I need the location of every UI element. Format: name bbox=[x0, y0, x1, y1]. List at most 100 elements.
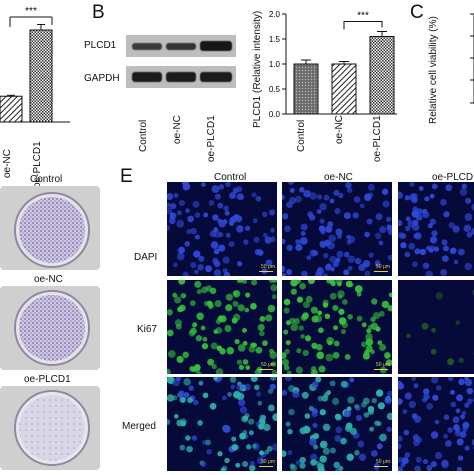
cell-nucleus bbox=[313, 423, 318, 428]
panel-b-ytick-label: 1.5 bbox=[269, 35, 281, 44]
cell-nucleus bbox=[457, 467, 462, 471]
cell-nucleus bbox=[194, 270, 199, 275]
cell-nucleus bbox=[341, 329, 346, 334]
cell-nucleus bbox=[190, 328, 197, 335]
cell-nucleus bbox=[302, 312, 309, 319]
cell-nucleus bbox=[323, 253, 328, 258]
cell-nucleus bbox=[323, 448, 330, 455]
cell-nucleus bbox=[313, 444, 318, 449]
cell-nucleus bbox=[219, 220, 226, 227]
cell-nucleus bbox=[287, 371, 292, 374]
cell-nucleus bbox=[378, 241, 383, 246]
cell-nucleus bbox=[223, 205, 229, 211]
cell-nucleus bbox=[236, 193, 243, 200]
cell-nucleus bbox=[320, 409, 326, 415]
cell-nucleus bbox=[432, 183, 438, 189]
cell-nucleus bbox=[296, 348, 301, 353]
cell-nucleus bbox=[364, 412, 369, 417]
cell-nucleus bbox=[368, 184, 375, 191]
cell-nucleus bbox=[265, 314, 272, 321]
cell-nucleus bbox=[424, 196, 429, 201]
cell-nucleus bbox=[347, 406, 352, 411]
cell-nucleus bbox=[436, 292, 443, 299]
cell-nucleus bbox=[217, 203, 223, 209]
cell-nucleus bbox=[177, 210, 182, 215]
cell-nucleus bbox=[363, 260, 370, 267]
cell-nucleus bbox=[319, 455, 326, 462]
cell-nucleus bbox=[354, 196, 361, 203]
cell-nucleus bbox=[175, 319, 182, 326]
panel-b-ytick-label: 0.5 bbox=[269, 85, 281, 94]
cell-nucleus bbox=[387, 391, 392, 397]
cell-nucleus bbox=[366, 345, 373, 352]
cell-nucleus bbox=[317, 267, 324, 274]
cell-nucleus bbox=[224, 458, 229, 463]
cell-nucleus bbox=[251, 377, 258, 382]
cell-nucleus bbox=[282, 213, 288, 219]
cell-nucleus bbox=[230, 377, 237, 383]
cell-nucleus bbox=[210, 403, 217, 410]
cell-nucleus bbox=[284, 349, 290, 355]
cell-nucleus bbox=[335, 229, 342, 236]
cell-nucleus bbox=[179, 305, 186, 312]
cell-nucleus bbox=[174, 296, 181, 303]
cell-nucleus bbox=[201, 182, 206, 187]
cell-nucleus bbox=[203, 337, 208, 342]
scale-bar bbox=[259, 466, 273, 467]
cell-nucleus bbox=[348, 266, 353, 271]
cell-nucleus bbox=[388, 255, 392, 261]
cell-nucleus bbox=[186, 446, 193, 453]
cell-nucleus bbox=[338, 295, 343, 300]
cell-nucleus bbox=[223, 425, 231, 433]
cell-nucleus bbox=[295, 244, 302, 251]
cell-nucleus bbox=[355, 285, 363, 293]
cell-nucleus bbox=[382, 200, 389, 207]
cell-nucleus bbox=[405, 195, 410, 200]
cell-nucleus bbox=[244, 413, 249, 418]
cell-nucleus bbox=[290, 280, 298, 287]
cell-nucleus bbox=[233, 291, 238, 296]
cell-nucleus bbox=[255, 347, 262, 354]
cell-nucleus bbox=[223, 268, 228, 273]
cell-nucleus bbox=[192, 323, 197, 328]
cell-nucleus bbox=[288, 385, 295, 392]
panel-b-bar-oe-plcd1 bbox=[370, 37, 394, 115]
cell-nucleus bbox=[236, 383, 244, 391]
cell-nucleus bbox=[458, 358, 464, 364]
cell-nucleus bbox=[255, 196, 261, 202]
cell-nucleus bbox=[458, 455, 463, 460]
scale-bar-label: 50 μm bbox=[376, 459, 390, 465]
cell-nucleus bbox=[339, 317, 347, 325]
cell-nucleus bbox=[212, 185, 220, 193]
cell-nucleus bbox=[172, 379, 179, 386]
panel-c-ylabel: Relative cell viability (%) bbox=[428, 16, 439, 124]
cell-nucleus bbox=[301, 231, 306, 236]
cell-nucleus bbox=[460, 431, 467, 438]
cell-nucleus bbox=[346, 454, 353, 461]
band-gapdh-oe-plcd1 bbox=[200, 72, 232, 82]
cell-nucleus bbox=[215, 194, 221, 200]
cell-nucleus bbox=[318, 396, 324, 402]
cell-nucleus bbox=[167, 394, 174, 402]
cell-nucleus bbox=[423, 393, 429, 399]
cell-nucleus bbox=[401, 462, 406, 467]
cell-nucleus bbox=[467, 398, 473, 404]
cell-nucleus bbox=[229, 192, 236, 199]
cell-nucleus bbox=[258, 401, 263, 406]
cell-nucleus bbox=[310, 250, 317, 257]
lane-label-oe-plcd1: oe-PLCD1 bbox=[206, 115, 217, 162]
cell-nucleus bbox=[256, 391, 261, 396]
cell-nucleus bbox=[202, 343, 208, 349]
scale-bar bbox=[374, 466, 388, 467]
cell-nucleus bbox=[262, 340, 268, 346]
cell-nucleus bbox=[323, 195, 329, 201]
cell-nucleus bbox=[283, 330, 288, 335]
cell-nucleus bbox=[412, 262, 418, 268]
micrograph-ki67-control: 50 μm bbox=[167, 280, 277, 374]
band-gapdh-control bbox=[132, 72, 162, 82]
panel-c-chart bbox=[440, 0, 474, 130]
cell-nucleus bbox=[379, 226, 386, 233]
cell-nucleus bbox=[409, 182, 414, 187]
cell-nucleus bbox=[455, 320, 460, 325]
cell-nucleus bbox=[460, 188, 468, 196]
